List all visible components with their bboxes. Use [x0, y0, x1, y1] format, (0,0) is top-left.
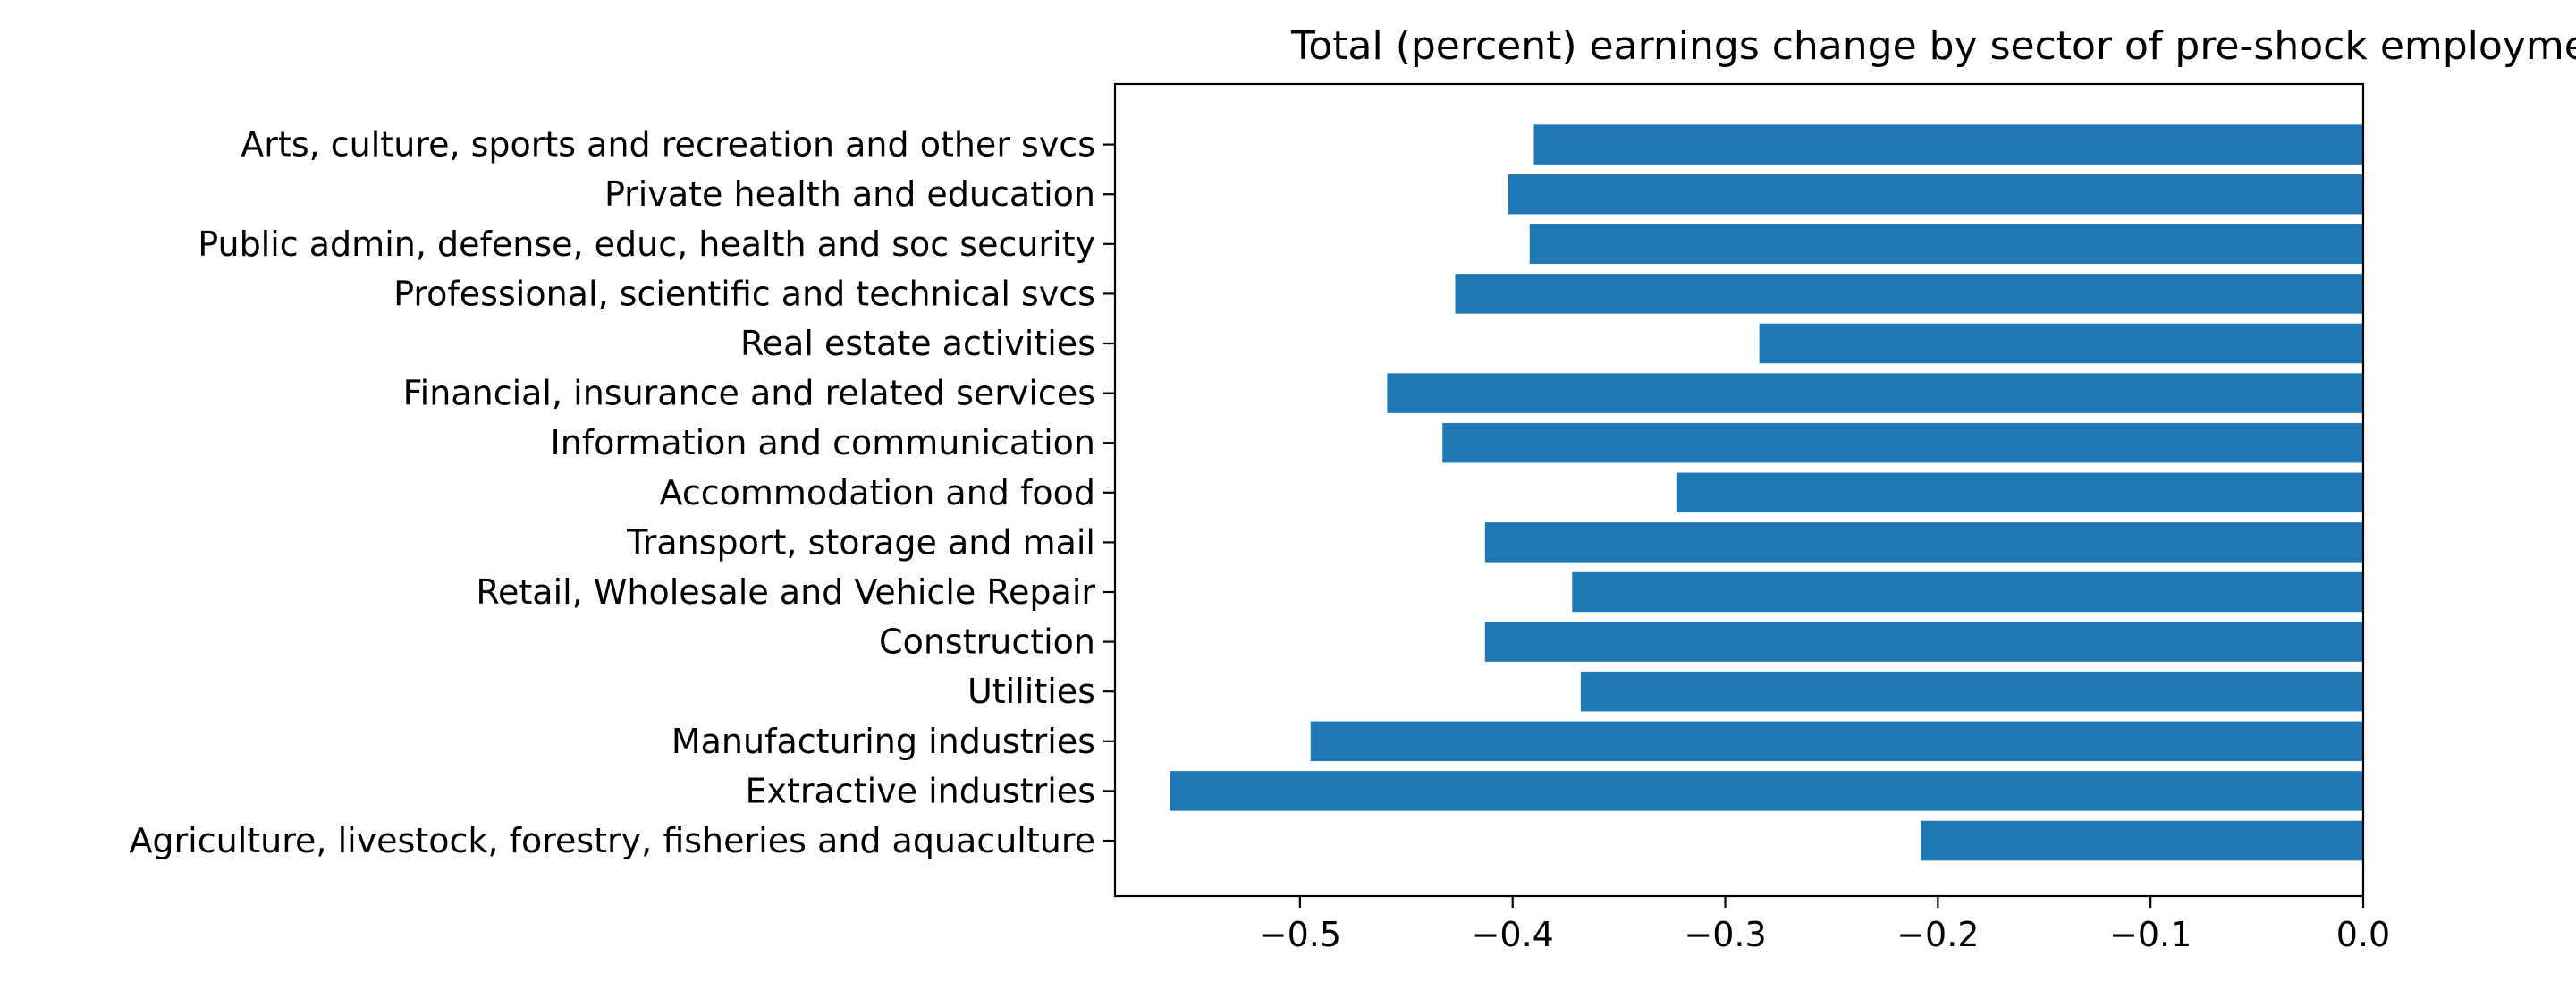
bar-manufacturing-industries: [1310, 721, 2363, 762]
bar-retail-wholesale-and-vehicle-repair: [1572, 571, 2363, 613]
category-label: Accommodation and food: [660, 473, 1096, 512]
x-tick-label: −0.1: [2109, 915, 2192, 954]
x-tick-label: −0.5: [1259, 915, 1341, 954]
category-label: Transport, storage and mail: [626, 522, 1095, 562]
bar-utilities: [1580, 671, 2363, 712]
bars-group: [1170, 124, 2363, 861]
category-label: Real estate activities: [740, 324, 1095, 363]
category-label: Manufacturing industries: [671, 722, 1095, 761]
x-tick-label: −0.4: [1472, 915, 1554, 954]
category-labels: Agriculture, livestock, forestry, fisher…: [129, 125, 1115, 860]
category-label: Extractive industries: [745, 771, 1095, 810]
bar-real-estate-activities: [1759, 323, 2363, 364]
category-label: Agriculture, livestock, forestry, fisher…: [129, 821, 1095, 860]
category-label: Retail, Wholesale and Vehicle Repair: [476, 572, 1095, 612]
bar-private-health-and-education: [1508, 174, 2363, 215]
bar-transport-storage-and-mail: [1484, 522, 2363, 563]
x-tick-label: 0.0: [2336, 915, 2390, 954]
category-label: Information and communication: [551, 423, 1095, 462]
bar-professional-scientific-and-technical-svcs: [1455, 274, 2363, 314]
x-tick-label: −0.3: [1684, 915, 1766, 954]
bar-arts-culture-sports-and-recreation-and-other-svcs: [1533, 124, 2363, 165]
x-axis-ticks: −0.5 −0.4 −0.3 −0.2 −0.1 0.0: [1259, 896, 2390, 954]
category-label: Utilities: [967, 672, 1095, 711]
bar-construction: [1484, 622, 2363, 662]
bar-extractive-industries: [1170, 771, 2363, 811]
category-label: Private health and education: [604, 174, 1095, 214]
bar-financial-insurance-and-related-services: [1387, 373, 2363, 413]
category-label: Public admin, defense, educ, health and …: [198, 224, 1095, 264]
category-label: Financial, insurance and related service…: [403, 374, 1095, 413]
plot-frame: [1113, 82, 2365, 898]
bar-accommodation-and-food: [1676, 472, 2363, 513]
bar-information-and-communication: [1442, 422, 2363, 463]
category-label: Professional, scientific and technical s…: [393, 274, 1095, 313]
category-label: Construction: [879, 622, 1095, 662]
x-tick-label: −0.2: [1896, 915, 1979, 954]
category-label: Arts, culture, sports and recreation and…: [241, 125, 1095, 165]
bar-agriculture-livestock-forestry-fisheries-and-aquaculture: [1921, 820, 2363, 861]
chart-title: Total (percent) earnings change by secto…: [1290, 23, 2576, 69]
bar-public-admin-defense-educ-health-and-soc-security: [1529, 224, 2363, 265]
